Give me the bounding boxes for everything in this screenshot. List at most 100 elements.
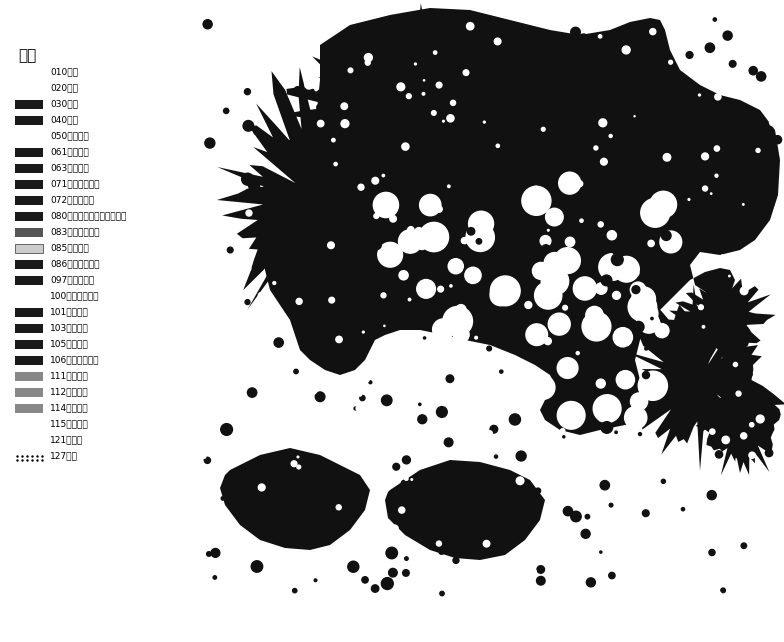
Circle shape [601, 159, 608, 165]
Circle shape [717, 592, 720, 596]
Circle shape [597, 68, 600, 71]
Circle shape [395, 580, 397, 582]
Circle shape [707, 490, 717, 499]
Circle shape [423, 80, 425, 81]
Circle shape [622, 46, 630, 54]
Circle shape [249, 180, 260, 191]
Bar [15, 148, 43, 157]
Circle shape [248, 388, 257, 397]
Circle shape [760, 326, 762, 329]
Circle shape [746, 372, 752, 377]
Circle shape [643, 372, 649, 379]
Circle shape [612, 291, 620, 299]
Text: 121空闲地: 121空闲地 [50, 435, 83, 444]
Circle shape [238, 384, 241, 386]
Circle shape [742, 204, 744, 205]
Circle shape [419, 403, 421, 406]
Circle shape [675, 37, 679, 42]
Circle shape [336, 505, 341, 510]
Circle shape [723, 130, 728, 135]
Bar [15, 212, 43, 221]
Circle shape [274, 338, 283, 347]
Circle shape [370, 254, 376, 260]
Circle shape [419, 195, 441, 216]
Circle shape [205, 457, 210, 464]
Circle shape [201, 331, 209, 339]
Circle shape [393, 464, 400, 470]
Circle shape [216, 62, 219, 64]
Circle shape [561, 429, 564, 433]
Circle shape [227, 247, 233, 253]
Circle shape [524, 80, 528, 84]
Circle shape [446, 375, 454, 383]
Circle shape [358, 48, 365, 55]
Bar [15, 372, 43, 381]
Polygon shape [220, 448, 370, 550]
Circle shape [634, 302, 658, 325]
Circle shape [418, 415, 426, 424]
Circle shape [613, 327, 633, 347]
Circle shape [408, 299, 411, 301]
Circle shape [467, 228, 475, 235]
Text: 100交通运输用地: 100交通运输用地 [50, 291, 100, 300]
Circle shape [683, 559, 690, 565]
Circle shape [764, 358, 771, 365]
Circle shape [386, 547, 397, 559]
Circle shape [263, 295, 270, 302]
Circle shape [757, 415, 764, 423]
Circle shape [205, 138, 215, 148]
Circle shape [495, 38, 501, 45]
Circle shape [245, 89, 250, 94]
Circle shape [465, 392, 471, 398]
Circle shape [713, 18, 717, 21]
Circle shape [770, 119, 776, 126]
Circle shape [732, 357, 744, 369]
Circle shape [544, 338, 551, 345]
Circle shape [328, 523, 334, 529]
Circle shape [593, 441, 597, 445]
Circle shape [544, 252, 565, 273]
Circle shape [356, 406, 360, 410]
Circle shape [213, 576, 216, 579]
Circle shape [248, 79, 252, 83]
Circle shape [521, 102, 524, 105]
Circle shape [411, 479, 412, 480]
Circle shape [761, 497, 768, 504]
Circle shape [362, 577, 368, 583]
Circle shape [516, 477, 524, 485]
Circle shape [466, 223, 495, 252]
Circle shape [338, 206, 346, 214]
Circle shape [557, 401, 585, 429]
Circle shape [775, 306, 780, 311]
Circle shape [628, 293, 657, 321]
Bar [15, 404, 43, 413]
Circle shape [702, 325, 705, 328]
Circle shape [399, 271, 408, 280]
Circle shape [565, 238, 575, 247]
Text: 010耕地: 010耕地 [50, 67, 78, 76]
Text: 111河流水面: 111河流水面 [50, 372, 89, 381]
Circle shape [557, 202, 562, 207]
Circle shape [296, 299, 302, 304]
Circle shape [516, 451, 526, 461]
Circle shape [528, 388, 534, 394]
Circle shape [207, 551, 211, 556]
Circle shape [487, 346, 492, 351]
Circle shape [662, 480, 666, 483]
Circle shape [502, 374, 517, 389]
Circle shape [633, 271, 639, 276]
Circle shape [416, 237, 428, 250]
Circle shape [774, 135, 782, 144]
Circle shape [710, 193, 712, 195]
Circle shape [453, 557, 459, 564]
Circle shape [601, 422, 612, 433]
Circle shape [557, 358, 578, 378]
Circle shape [495, 455, 498, 458]
Circle shape [754, 568, 758, 572]
Text: 083文教体卫用地: 083文教体卫用地 [50, 227, 100, 236]
Circle shape [401, 480, 408, 486]
Text: 112湖泊水面: 112湖泊水面 [50, 388, 89, 397]
Circle shape [735, 532, 738, 535]
Circle shape [382, 395, 392, 406]
Text: 127裸地: 127裸地 [50, 451, 78, 460]
